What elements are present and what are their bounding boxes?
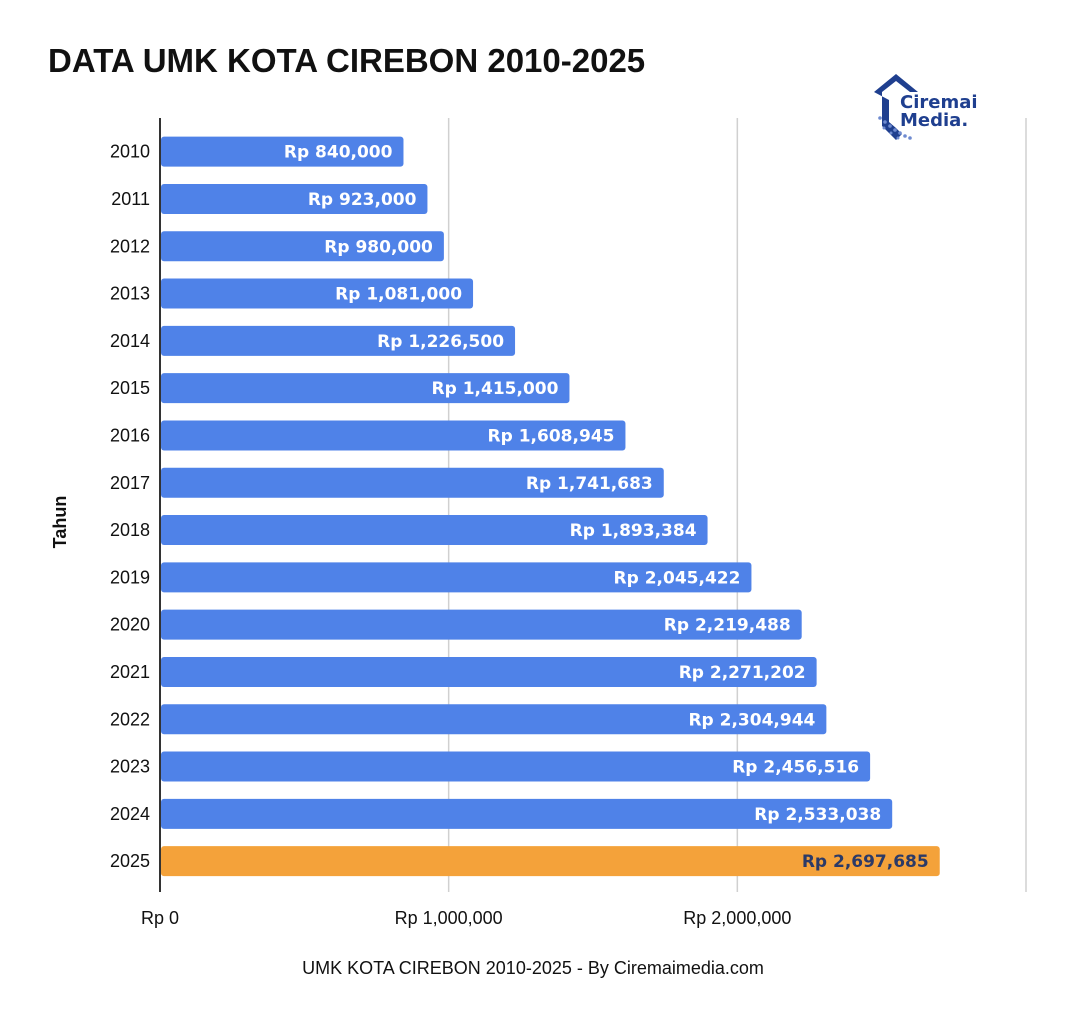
- bar-value-label: Rp 2,304,944: [688, 710, 815, 730]
- logo-line2: Media.: [900, 110, 968, 131]
- bar: [161, 278, 474, 309]
- y-axis-title: Tahun: [50, 496, 70, 549]
- bars: [161, 136, 940, 877]
- bar: [161, 704, 827, 735]
- bar-value-label: Rp 2,271,202: [679, 663, 806, 683]
- bar-value-label: Rp 923,000: [308, 190, 417, 210]
- bar-value-label: Rp 1,226,500: [377, 332, 504, 352]
- y-tick-label: 2018: [110, 520, 150, 540]
- y-tick-label: 2015: [110, 378, 150, 398]
- y-tick-label: 2016: [110, 425, 150, 445]
- bar-value-label: Rp 1,608,945: [488, 426, 615, 446]
- logo-dots: [878, 116, 912, 140]
- bar-value-label: Rp 1,081,000: [335, 285, 462, 305]
- bar: [161, 183, 428, 214]
- y-tick-label: 2017: [110, 473, 150, 493]
- bar: [161, 846, 940, 877]
- y-tick-label: 2019: [110, 567, 150, 587]
- bar-value-label: Rp 2,533,038: [754, 805, 881, 825]
- bar: [161, 562, 752, 593]
- bar-value-label: Rp 2,045,422: [614, 568, 741, 588]
- y-tick-label: 2012: [110, 236, 150, 256]
- bar: [161, 373, 570, 404]
- bar: [161, 136, 404, 167]
- y-tick-label: 2024: [110, 804, 150, 824]
- logo-line1: Ciremai: [900, 92, 978, 113]
- bar-value-label: Rp 1,415,000: [432, 379, 559, 399]
- bar-value-label: Rp 2,219,488: [664, 616, 791, 636]
- bar-value-label: Rp 840,000: [284, 143, 393, 163]
- y-tick-label: 2022: [110, 709, 150, 729]
- x-axis-ticks: Rp 0 Rp 1,000,000 Rp 2,000,000: [141, 908, 791, 928]
- bar: [161, 609, 802, 640]
- x-tick-label: Rp 2,000,000: [683, 908, 791, 928]
- y-tick-label: 2021: [110, 662, 150, 682]
- y-tick-label: 2014: [110, 331, 150, 351]
- bar-value-label: Rp 1,893,384: [570, 521, 697, 541]
- brand-logo: Ciremai Media.: [874, 74, 978, 140]
- bar: [161, 467, 664, 498]
- bar: [161, 751, 871, 782]
- x-tick-label: Rp 1,000,000: [395, 908, 503, 928]
- bar-value-labels: Rp 840,000 Rp 923,000 Rp 980,000 Rp 1,081,0…: [284, 143, 929, 873]
- y-tick-label: 2010: [110, 142, 150, 162]
- y-axis-ticks: 2010 2011 2012 2013 2014 2015 2016 2017 2018 2019…: [110, 142, 150, 872]
- y-tick-label: 2020: [110, 615, 150, 635]
- y-tick-label: 2025: [110, 851, 150, 871]
- bar-value-label: Rp 1,741,683: [526, 474, 653, 494]
- bar-value-label: Rp 980,000: [324, 237, 433, 257]
- bar: [161, 515, 708, 546]
- y-tick-label: 2013: [110, 284, 150, 304]
- bar: [161, 656, 817, 687]
- bar: [161, 420, 626, 451]
- bar-value-label: Rp 2,456,516: [732, 758, 859, 778]
- bar: [161, 325, 516, 356]
- chart-title: DATA UMK KOTA CIREBON 2010-2025: [48, 42, 646, 79]
- x-tick-label: Rp 0: [141, 908, 179, 928]
- bar-value-label: Rp 2,697,685: [802, 852, 929, 872]
- y-tick-label: 2023: [110, 757, 150, 777]
- bar: [161, 798, 893, 829]
- chart-caption: UMK KOTA CIREBON 2010-2025 - By Ciremaim…: [302, 958, 764, 978]
- y-tick-label: 2011: [111, 189, 150, 209]
- bar: [161, 231, 444, 262]
